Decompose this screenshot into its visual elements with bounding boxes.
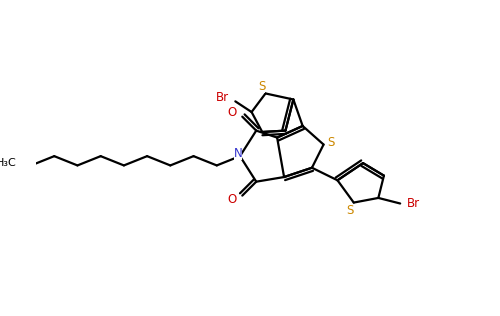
Text: O: O (228, 193, 236, 206)
Text: S: S (327, 136, 334, 149)
Text: Br: Br (406, 197, 420, 210)
Text: N: N (234, 147, 242, 160)
Text: S: S (258, 80, 266, 93)
Text: Br: Br (216, 91, 229, 104)
Text: S: S (346, 204, 354, 217)
Text: O: O (228, 106, 236, 119)
Text: H₃C: H₃C (0, 158, 16, 168)
